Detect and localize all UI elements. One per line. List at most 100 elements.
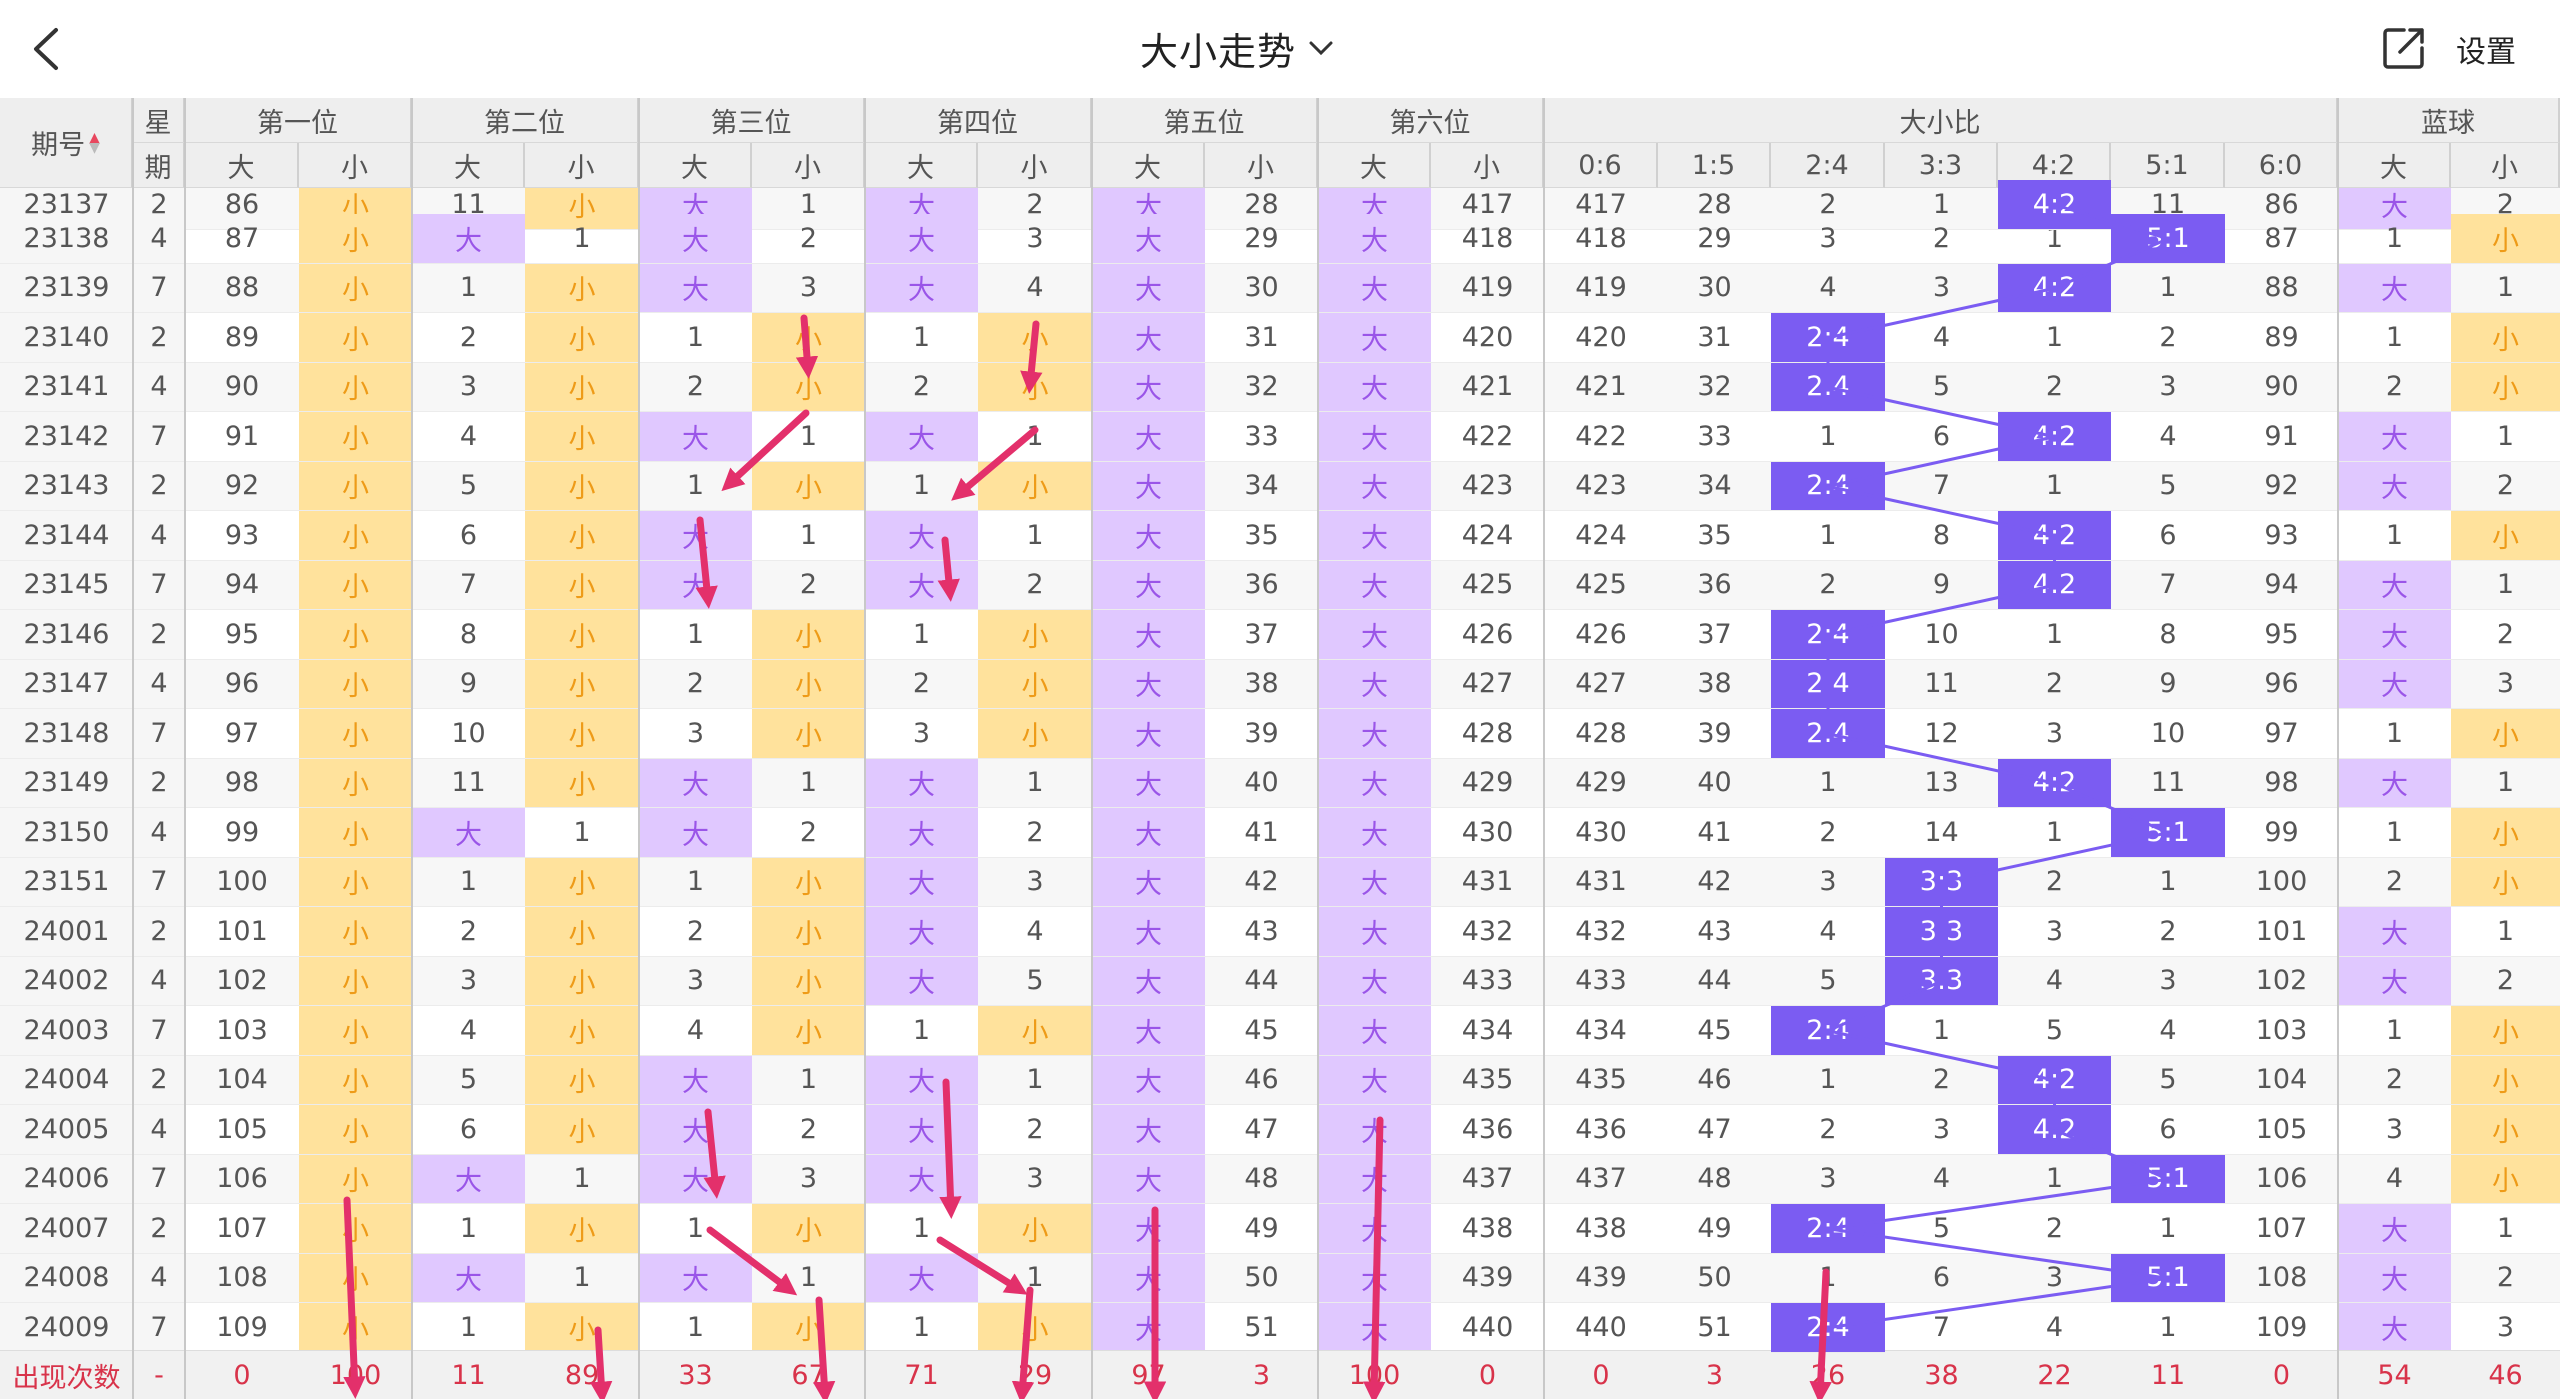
trend-cell: 6 [412, 1105, 525, 1155]
trend-cell: 426 [1431, 610, 1544, 660]
issue-number: 23144 [0, 511, 133, 561]
trend-cell: 90 [2225, 362, 2338, 412]
trend-cell: 1 [412, 1303, 525, 1353]
trend-cell: 大 [1092, 412, 1205, 462]
trend-cell: 428 [1544, 709, 1658, 759]
trend-cell: 1 [2111, 263, 2225, 313]
trend-cell: 1 [978, 1055, 1092, 1105]
trend-cell: 31 [1205, 313, 1318, 363]
trend-cell: 424 [1431, 511, 1544, 561]
chart-type-selector[interactable]: 大小走势 [1140, 18, 1336, 78]
trend-cell: 2 [1771, 1105, 1885, 1155]
trend-cell: 7 [412, 560, 525, 610]
trend-cell: 1 [865, 1303, 978, 1353]
trend-cell: 3 [1998, 1253, 2111, 1303]
trend-cell: 1 [2451, 263, 2560, 313]
trend-cell: 大 [2338, 412, 2451, 462]
trend-cell: 104 [185, 1055, 299, 1105]
trend-cell: 2 [752, 214, 865, 264]
trend-cell: 3 [412, 956, 525, 1006]
trend-cell: 40 [1205, 758, 1318, 808]
trend-cell: 大 [2338, 610, 2451, 660]
trend-table: 23137 2 86 小 11 小大 1 大 2 大 28 大 417 417 28 2 1 4:2 11 86 大 2 2… [0, 98, 2560, 1399]
trend-cell: 小 [299, 808, 412, 858]
trend-cell: 99 [185, 808, 299, 858]
trend-cell: 小 [525, 1006, 639, 1056]
trend-cell: 大 [1092, 956, 1205, 1006]
trend-cell: 436 [1544, 1105, 1658, 1155]
trend-cell: 3:3 [1885, 857, 1998, 907]
trend-cell: 1 [1885, 1006, 1998, 1056]
issue-number: 23148 [0, 709, 133, 759]
sort-arrows-icon[interactable]: ▲ ▼ [89, 129, 100, 156]
trend-cell: 大 [865, 263, 978, 313]
trend-cell: 小 [299, 857, 412, 907]
count-label: 出现次数 [0, 1350, 133, 1399]
trend-cell: 4 [2111, 412, 2225, 462]
trend-cell: 107 [2225, 1204, 2338, 1254]
trend-cell: 小 [299, 659, 412, 709]
occurrence-count: 11 [2111, 1350, 2225, 1399]
trend-cell: 小 [2451, 808, 2560, 858]
trend-cell: 大 [1318, 214, 1431, 264]
issue-number: 23150 [0, 808, 133, 858]
occurrence-count: 0 [1544, 1350, 1658, 1399]
trend-cell: 32 [1658, 362, 1771, 412]
trend-cell: 435 [1544, 1055, 1658, 1105]
weekday: 7 [133, 1006, 185, 1056]
trend-cell: 4:2 [1998, 1105, 2111, 1155]
trend-cell: 89 [185, 313, 299, 363]
position-group-header: 第一位 [185, 98, 412, 143]
trend-cell: 小 [752, 956, 865, 1006]
trend-cell: 2 [1771, 180, 1885, 230]
group-divider [1317, 98, 1319, 1399]
weekday: 7 [133, 263, 185, 313]
trend-cell: 50 [1205, 1253, 1318, 1303]
trend-cell: 427 [1544, 659, 1658, 709]
trend-cell: 4 [2111, 1006, 2225, 1056]
trend-cell: 大 [865, 857, 978, 907]
trend-cell: 43 [1658, 907, 1771, 957]
trend-cell: 96 [185, 659, 299, 709]
trend-cell: 439 [1544, 1253, 1658, 1303]
trend-cell: 7 [1885, 1303, 1998, 1353]
big-header: 大 [1092, 143, 1205, 188]
trend-cell: 93 [2225, 511, 2338, 561]
issue-number: 24008 [0, 1253, 133, 1303]
trend-cell: 大 [865, 1055, 978, 1105]
back-chevron-left-icon[interactable] [22, 22, 72, 76]
trend-cell: 102 [2225, 956, 2338, 1006]
settings-button[interactable]: 设置 [2456, 35, 2516, 70]
small-header: 小 [752, 143, 865, 188]
trend-cell: 1 [2338, 709, 2451, 759]
trend-cell: 10 [2111, 709, 2225, 759]
trend-cell: 2 [752, 808, 865, 858]
trend-cell: 6 [1885, 412, 1998, 462]
trend-cell: 4 [978, 907, 1092, 957]
trend-cell: 大 [412, 214, 525, 264]
trend-cell: 46 [1205, 1055, 1318, 1105]
trend-cell: 小 [299, 610, 412, 660]
trend-cell: 大 [1092, 709, 1205, 759]
trend-cell: 1 [865, 1006, 978, 1056]
occurrence-count: - [133, 1350, 185, 1399]
trend-cell: 小 [2451, 1105, 2560, 1155]
trend-cell: 425 [1431, 560, 1544, 610]
trend-cell: 1 [2338, 511, 2451, 561]
share-external-icon[interactable] [2380, 24, 2428, 72]
trend-cell: 大 [1318, 1154, 1431, 1204]
trend-cell: 2 [752, 1105, 865, 1155]
blue-small-header: 小 [2451, 143, 2560, 188]
trend-cell: 2 [978, 1105, 1092, 1155]
trend-cell: 小 [525, 857, 639, 907]
trend-cell: 6 [412, 511, 525, 561]
trend-cell: 5 [1885, 1204, 1998, 1254]
trend-cell: 大 [2338, 1303, 2451, 1353]
trend-cell: 大 [639, 560, 752, 610]
trend-cell: 45 [1205, 1006, 1318, 1056]
trend-cell: 1 [1771, 758, 1885, 808]
occurrence-count: 3 [1205, 1350, 1318, 1399]
trend-cell: 1 [525, 1154, 639, 1204]
trend-cell: 99 [2225, 808, 2338, 858]
col-issue-header[interactable]: 期号 ▲ ▼ [0, 98, 133, 188]
